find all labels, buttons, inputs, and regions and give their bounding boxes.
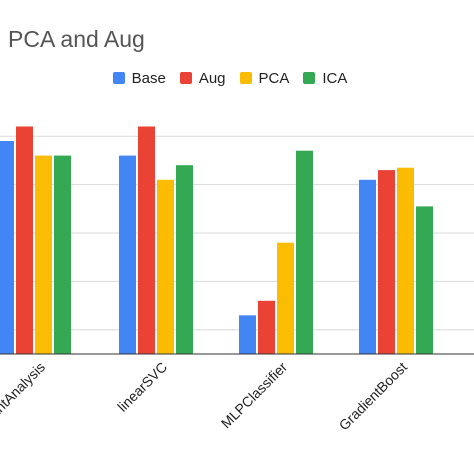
- bar-ica-2: [296, 150, 313, 354]
- legend-swatch-aug: [179, 72, 192, 84]
- legend-label-aug: Aug: [198, 69, 226, 87]
- legend-label-pca: PCA: [258, 69, 290, 87]
- chart-title: PCA and Aug: [8, 26, 145, 52]
- legend-item-pca: PCA: [239, 69, 290, 87]
- bar-pca-3: [397, 167, 414, 354]
- bar-base-1: [119, 155, 136, 354]
- bar-base-3: [359, 179, 376, 354]
- legend-swatch-pca: [239, 72, 252, 84]
- bar-aug-3: [378, 170, 395, 354]
- bar-ica-1: [176, 165, 193, 354]
- legend-swatch-ica: [303, 72, 316, 84]
- bar-base-0: [0, 141, 14, 354]
- legend-swatch-base: [112, 72, 125, 84]
- legend-label-base: Base: [131, 69, 166, 87]
- x-tick-label: linearSVC: [114, 359, 170, 415]
- legend-item-aug: Aug: [179, 69, 226, 87]
- x-tick-label: MLPClassifier: [218, 359, 291, 432]
- bar-pca-0: [35, 155, 52, 354]
- bar-aug-1: [138, 126, 155, 354]
- legend-item-ica: ICA: [303, 70, 347, 87]
- x-tick-labels: LinearDiscriminantAnalysis linearSVC MLPCl…: [0, 359, 410, 474]
- bar-pca-1: [157, 179, 174, 354]
- bar-ica-3: [416, 206, 433, 354]
- bar-pca-2: [277, 242, 294, 354]
- legend-item-base: Base: [112, 69, 166, 87]
- x-tick-label: GradientBoost: [336, 359, 411, 434]
- bar-aug-2: [258, 300, 275, 354]
- x-tick-label: LinearDiscriminantAnalysis: [0, 359, 48, 474]
- bar-aug-0: [16, 126, 33, 354]
- bar-base-2: [239, 315, 256, 354]
- legend-label-ica: ICA: [322, 69, 348, 87]
- legend: Base Aug PCA ICA: [0, 67, 474, 89]
- bar-ica-0: [54, 155, 71, 354]
- bars: [0, 126, 433, 354]
